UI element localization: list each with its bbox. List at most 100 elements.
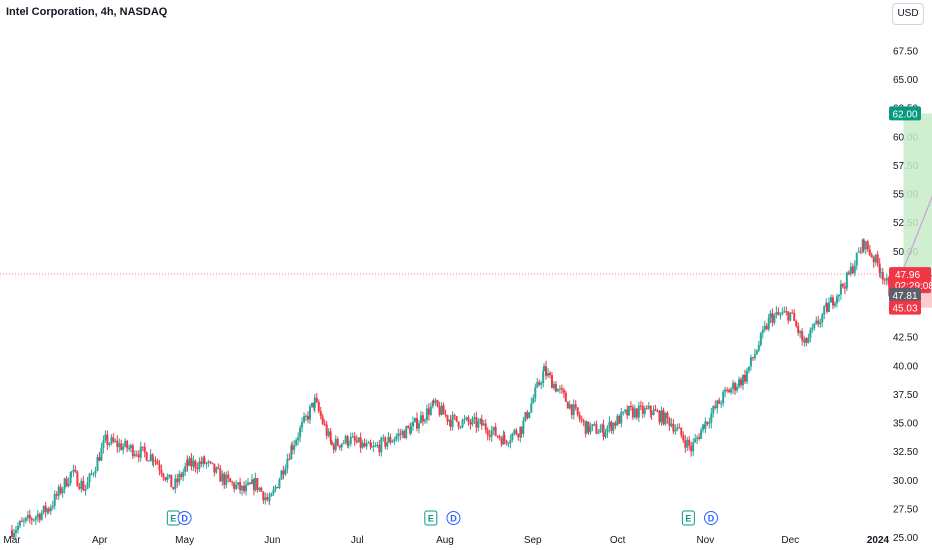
candle-body (639, 405, 642, 407)
candle-body (595, 424, 598, 434)
candle-body (524, 412, 527, 421)
candle-body (209, 461, 212, 463)
candle-body (654, 409, 657, 411)
candle-body (872, 257, 875, 263)
candle-body (124, 440, 127, 447)
candle-body (494, 426, 497, 436)
candle-body (509, 439, 512, 444)
candle-body (570, 404, 573, 415)
candle-body (319, 411, 322, 417)
candle-body (198, 461, 201, 469)
candle-body (451, 415, 454, 427)
candle-body (361, 442, 364, 448)
candle-body (252, 479, 255, 490)
candle-body (480, 419, 483, 426)
candle-body (828, 302, 831, 312)
candle-body (11, 530, 13, 537)
candle-body (241, 485, 244, 491)
earnings-marker-label: E (685, 514, 691, 524)
candle-body (104, 434, 107, 441)
candle-body (145, 452, 148, 461)
candle-body (475, 417, 478, 428)
candle-body (276, 487, 279, 489)
candle-body (566, 401, 569, 409)
candle-body (706, 421, 709, 424)
candle-body (102, 440, 105, 448)
candle-body (264, 497, 267, 501)
candle-body (78, 486, 81, 489)
candle-body (40, 512, 43, 520)
candle-body (67, 483, 70, 487)
candle-body (490, 430, 493, 437)
candle-body (317, 401, 320, 412)
earnings-marker[interactable] (424, 510, 438, 526)
earnings-marker[interactable] (681, 510, 695, 526)
candle-body (562, 389, 565, 393)
candle-body (38, 514, 41, 520)
candle-body (403, 431, 406, 439)
candle-body (740, 379, 743, 386)
dividend-marker[interactable] (446, 511, 461, 525)
candle-body (696, 437, 699, 439)
candle-body (702, 424, 705, 431)
candle-body (511, 433, 514, 440)
candle-body (881, 272, 884, 280)
candle-body (74, 469, 77, 472)
candle-body (610, 421, 613, 431)
candle-body (626, 409, 629, 416)
candle-body (775, 311, 778, 315)
candle-body (334, 438, 337, 450)
y-tick-label: 30.00 (893, 476, 918, 487)
candle-body (831, 297, 834, 306)
candle-body (718, 400, 721, 404)
candle-body (866, 241, 869, 250)
candle-body (96, 457, 99, 472)
y-tick-label: 27.50 (893, 504, 918, 515)
candle-body (288, 458, 291, 460)
candle-body (682, 435, 685, 441)
candle-body (367, 442, 370, 444)
candle-body (813, 323, 816, 328)
candle-body (323, 423, 326, 425)
candle-body (170, 474, 173, 488)
candle-body (432, 400, 435, 403)
currency-button[interactable]: USD (892, 3, 924, 25)
candle-body (819, 322, 822, 325)
candle-body (344, 436, 347, 443)
candle-body (247, 482, 250, 485)
candle-body (753, 354, 756, 359)
projection-path[interactable] (900, 113, 932, 277)
x-tick-label: Mar (3, 535, 21, 546)
candle-body (763, 325, 766, 330)
candle-body (419, 415, 422, 424)
candle-body (700, 430, 703, 439)
dividend-marker[interactable] (704, 511, 719, 525)
candle-body (143, 446, 146, 453)
candle-body (876, 254, 879, 264)
countdown-label: 02:29:08 (895, 281, 932, 292)
candle-body (202, 457, 205, 464)
candle-body (151, 454, 154, 462)
candle-body (128, 448, 131, 450)
candle-body (771, 313, 774, 323)
candle-body (131, 445, 134, 457)
candle-body (262, 491, 265, 501)
candle-body (708, 422, 711, 424)
candle-body (149, 454, 152, 461)
candle-body (807, 337, 810, 344)
target-zone[interactable] (903, 113, 932, 276)
candle-body (329, 431, 332, 442)
candle-body (479, 419, 482, 422)
dividend-marker[interactable] (177, 511, 192, 525)
candle-body (237, 482, 240, 485)
candle-body (835, 296, 838, 304)
candle-body (606, 427, 609, 433)
candle-body (545, 366, 548, 376)
candle-body (857, 251, 860, 253)
candle-body (688, 439, 691, 446)
candle-body (783, 311, 786, 313)
entry-price-badge-bg (889, 287, 921, 302)
candle-body (295, 440, 298, 446)
candle-body (542, 371, 545, 383)
